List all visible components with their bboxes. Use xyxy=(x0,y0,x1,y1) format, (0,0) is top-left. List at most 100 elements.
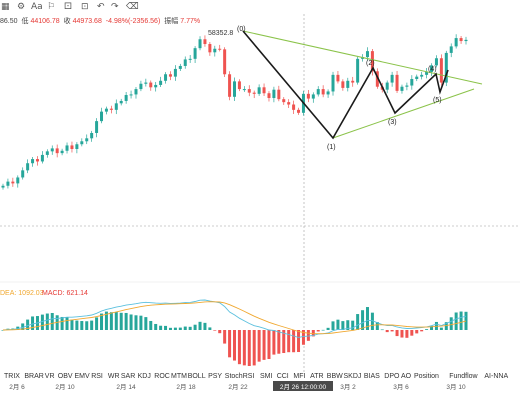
candle-body xyxy=(183,59,187,66)
indicator-tab-emv[interactable]: EMV xyxy=(75,373,91,380)
indicator-tab-obv[interactable]: OBV xyxy=(58,373,73,380)
text-icon[interactable]: Aa xyxy=(31,2,43,12)
candle-body xyxy=(75,144,79,149)
elliott-wave-pattern[interactable] xyxy=(242,30,449,140)
delete-icon[interactable]: ⌫ xyxy=(126,2,139,12)
chart-type-icon[interactable]: ▦ xyxy=(1,2,10,12)
indicator-tab-roc[interactable]: ROC xyxy=(154,373,170,380)
candle-body xyxy=(31,159,35,164)
candle-body xyxy=(252,92,256,94)
macd-bar xyxy=(119,312,123,330)
macd-bar xyxy=(1,330,5,331)
high-price-label: 58352.8 xyxy=(208,30,233,37)
lower-trendline[interactable] xyxy=(332,88,475,139)
macd-histogram xyxy=(1,307,468,366)
indicator-tab-cci[interactable]: CCI xyxy=(277,373,289,380)
candle-body xyxy=(80,141,84,145)
indicator-tab-bias[interactable]: BIAS xyxy=(364,373,380,380)
indicator-tab-trix[interactable]: TRIX xyxy=(4,373,20,380)
upper-trendline[interactable] xyxy=(242,30,483,85)
indicator-tab-ao[interactable]: AO xyxy=(401,373,412,380)
wave-label-2: (2) xyxy=(366,60,375,67)
settings-icon[interactable]: ⚙ xyxy=(17,2,26,12)
macd-bar xyxy=(287,330,291,353)
indicator-tab-wr[interactable]: WR xyxy=(108,373,120,380)
indicator-icon[interactable]: ⚀ xyxy=(64,2,72,12)
candle-body xyxy=(277,89,281,100)
candle-body xyxy=(168,74,172,77)
candle-body xyxy=(272,89,276,98)
timeframe-icon[interactable]: ⊡ xyxy=(81,2,89,12)
macd-bar xyxy=(439,327,443,330)
candle-body xyxy=(11,181,15,184)
date-tick-label: 2月 6 xyxy=(9,383,25,391)
date-tick-label: 2月 18 xyxy=(176,383,196,391)
macd-bar xyxy=(415,330,419,334)
macd-bar xyxy=(277,330,281,354)
indicator-tab-bbw[interactable]: BBW xyxy=(327,373,343,380)
macd-bar xyxy=(208,327,212,330)
indicator-tab-boll[interactable]: BOLL xyxy=(188,373,206,380)
date-tick-label: 2月 10 xyxy=(55,383,75,391)
candlestick-series xyxy=(1,34,468,190)
macd-bar xyxy=(75,320,79,330)
indicator-tab-ai-nna[interactable]: AI-NNA xyxy=(484,373,508,380)
candle-body xyxy=(390,74,394,83)
undo-icon[interactable]: ↶ xyxy=(97,2,105,12)
indicator-tab-stochrsi[interactable]: StochRSI xyxy=(225,373,255,380)
candle-body xyxy=(385,82,389,90)
amplitude-value: 7.77% xyxy=(180,18,201,25)
indicator-tab-sar[interactable]: SAR xyxy=(121,373,135,380)
candle-body xyxy=(257,87,261,94)
candle-body xyxy=(346,80,350,88)
indicator-tab-mfi[interactable]: MFI xyxy=(293,373,305,380)
macd-bar xyxy=(203,322,207,330)
macd-bar xyxy=(262,330,266,360)
macd-bar xyxy=(70,319,74,330)
candle-body xyxy=(331,74,335,92)
change-value: -4.98%(-2356.56) xyxy=(105,18,161,25)
candle-body xyxy=(1,185,5,188)
drawing-icon[interactable]: ⚐ xyxy=(47,2,56,12)
macd-bar xyxy=(100,313,104,330)
indicator-tab-brar[interactable]: BRAR xyxy=(24,373,43,380)
indicator-tab-rsi[interactable]: RSI xyxy=(91,373,103,380)
toolbar: ▦ ⚙ Aa ⚐ ⚀ ⊡ ↶ ↷ ⌫ xyxy=(0,0,520,14)
date-tick-label: 3月 6 xyxy=(393,383,409,391)
indicator-tab-skdj[interactable]: SKDJ xyxy=(344,373,362,380)
indicator-tab-atr[interactable]: ATR xyxy=(310,373,323,380)
candle-body xyxy=(95,121,99,133)
indicator-tab-vr[interactable]: VR xyxy=(45,373,55,380)
indicator-tab-psy[interactable]: PSY xyxy=(208,373,222,380)
macd-bar xyxy=(154,323,158,330)
close-label: 收 xyxy=(63,18,71,25)
macd-bar xyxy=(390,330,394,332)
macd-bar xyxy=(168,327,172,330)
candle-body xyxy=(395,74,399,91)
candle-body xyxy=(449,46,453,53)
indicator-tab-kdj[interactable]: KDJ xyxy=(138,373,151,380)
macd-bar xyxy=(218,330,222,334)
macd-bar xyxy=(21,323,25,330)
candle-body xyxy=(114,103,118,110)
dif-line xyxy=(2,299,467,338)
indicator-tab-position[interactable]: Position xyxy=(414,373,439,380)
macd-bar xyxy=(247,330,251,366)
macd-bar xyxy=(420,330,424,332)
candle-body xyxy=(375,71,379,87)
candle-body xyxy=(425,71,429,75)
redo-icon[interactable]: ↷ xyxy=(111,2,119,12)
crosshair-date-label: 2月 26 12:00:00 xyxy=(280,383,327,391)
macd-bar xyxy=(129,314,133,330)
macd-bar xyxy=(272,330,276,355)
macd-bar xyxy=(198,321,202,330)
candle-body xyxy=(85,138,89,142)
candle-body xyxy=(198,39,202,49)
indicator-tab-mtm[interactable]: MTM xyxy=(171,373,187,380)
indicator-tab-fundflow[interactable]: Fundflow xyxy=(449,373,478,380)
indicator-tab-dpo[interactable]: DPO xyxy=(384,373,400,380)
indicator-tab-smi[interactable]: SMI xyxy=(260,373,273,380)
macd-bar xyxy=(139,315,143,330)
candle-body xyxy=(213,48,217,53)
